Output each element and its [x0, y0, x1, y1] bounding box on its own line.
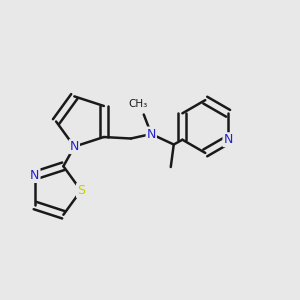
Text: CH₃: CH₃	[129, 99, 148, 109]
Text: N: N	[147, 128, 156, 140]
Text: N: N	[70, 140, 79, 153]
Text: N: N	[224, 133, 233, 146]
Text: N: N	[30, 169, 40, 182]
Text: S: S	[77, 184, 85, 197]
